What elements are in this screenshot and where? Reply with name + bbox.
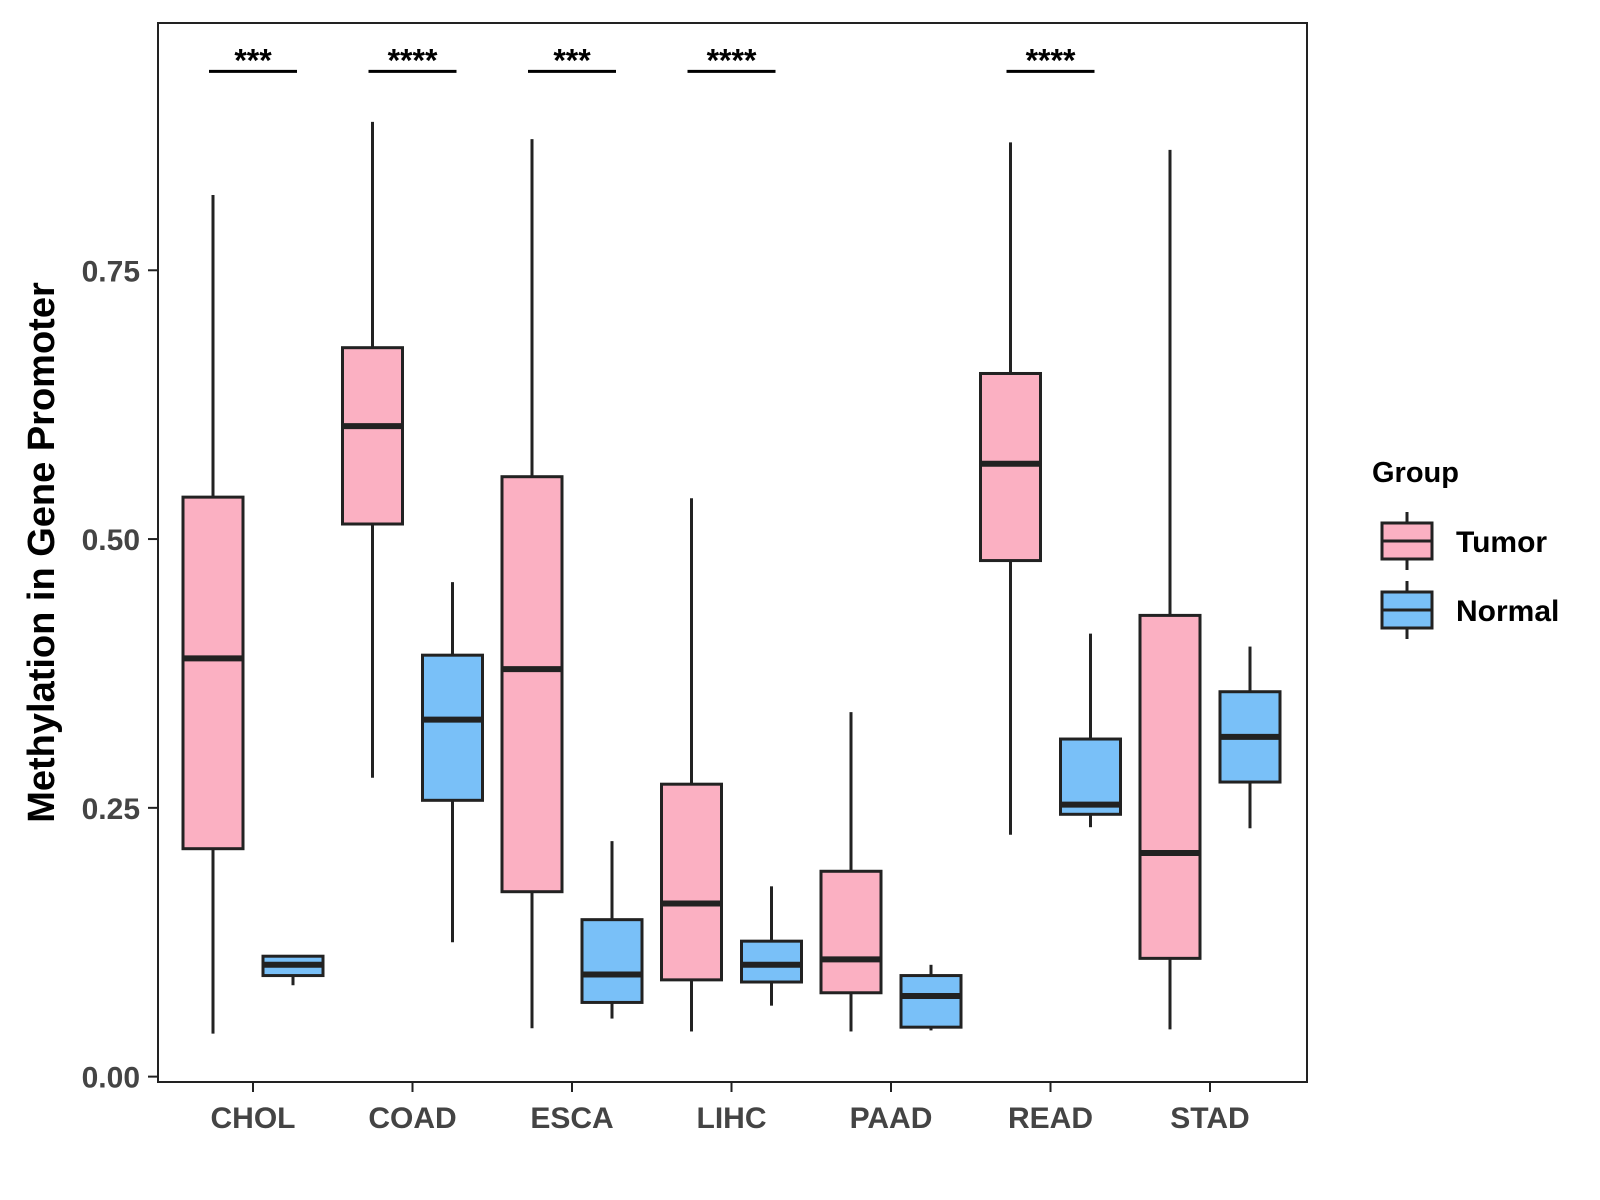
x-tick-label: CHOL <box>211 1102 296 1135</box>
x-tick-label: STAD <box>1170 1102 1249 1135</box>
x-tick-label: READ <box>1008 1102 1093 1135</box>
box-tumor-coad <box>341 121 404 778</box>
significance-label: **** <box>1026 42 1076 78</box>
iqr-box <box>580 918 644 1004</box>
plot-area: *** **** *** **** **** <box>181 42 1282 1034</box>
iqr-box <box>979 371 1042 563</box>
iqr-box <box>500 475 564 894</box>
box-tumor-esca <box>500 139 564 1029</box>
box-normal-stad <box>1218 646 1282 829</box>
box-tumor-paad <box>819 712 883 1032</box>
iqr-box <box>1138 613 1202 960</box>
x-tick-label: PAAD <box>850 1102 933 1135</box>
x-tick-label: COAD <box>368 1102 456 1135</box>
y-tick-label: 0.00 <box>82 1062 140 1095</box>
y-tick-label: 0.25 <box>82 793 140 826</box>
box-tumor-chol <box>181 195 245 1034</box>
iqr-box <box>740 939 803 984</box>
legend-label: Normal <box>1456 595 1559 628</box>
box-tumor-lihc <box>660 498 723 1032</box>
plot-panel-border <box>157 22 1308 1083</box>
y-axis-title: Methylation in Gene Promoter <box>21 282 63 823</box>
x-tick-label: ESCA <box>530 1102 613 1135</box>
box-normal-lihc <box>740 886 803 1006</box>
iqr-box <box>421 653 484 802</box>
legend-title: Group <box>1372 457 1459 489</box>
box-tumor-stad <box>1138 149 1202 1030</box>
y-tick-label: 0.50 <box>82 524 140 557</box>
box-normal-read <box>1059 633 1122 828</box>
box-normal-esca <box>580 841 644 1019</box>
iqr-box <box>899 974 963 1029</box>
box-normal-paad <box>899 964 963 1031</box>
iqr-box <box>181 495 245 851</box>
axes: 0.00 0.25 0.50 0.75 CHOL COAD ESCA LIHC PAAD READ… <box>21 22 1308 1135</box>
significance-label: **** <box>388 42 438 78</box>
significance-label: **** <box>707 42 757 78</box>
iqr-box <box>660 782 723 982</box>
y-tick-label: 0.75 <box>82 255 140 288</box>
legend-label: Tumor <box>1456 526 1547 559</box>
box-normal-chol <box>261 954 325 986</box>
x-tick-label: LIHC <box>697 1102 767 1135</box>
box-tumor-read <box>979 142 1042 835</box>
significance-label: *** <box>553 42 591 78</box>
legend: Group Tumor Normal <box>1372 457 1559 639</box>
significance-label: *** <box>234 42 272 78</box>
iqr-box <box>819 869 883 995</box>
iqr-box <box>341 346 404 526</box>
legend-entry-tumor: Tumor <box>1380 512 1547 570</box>
box-normal-coad <box>421 582 484 943</box>
legend-entry-normal: Normal <box>1380 581 1559 639</box>
